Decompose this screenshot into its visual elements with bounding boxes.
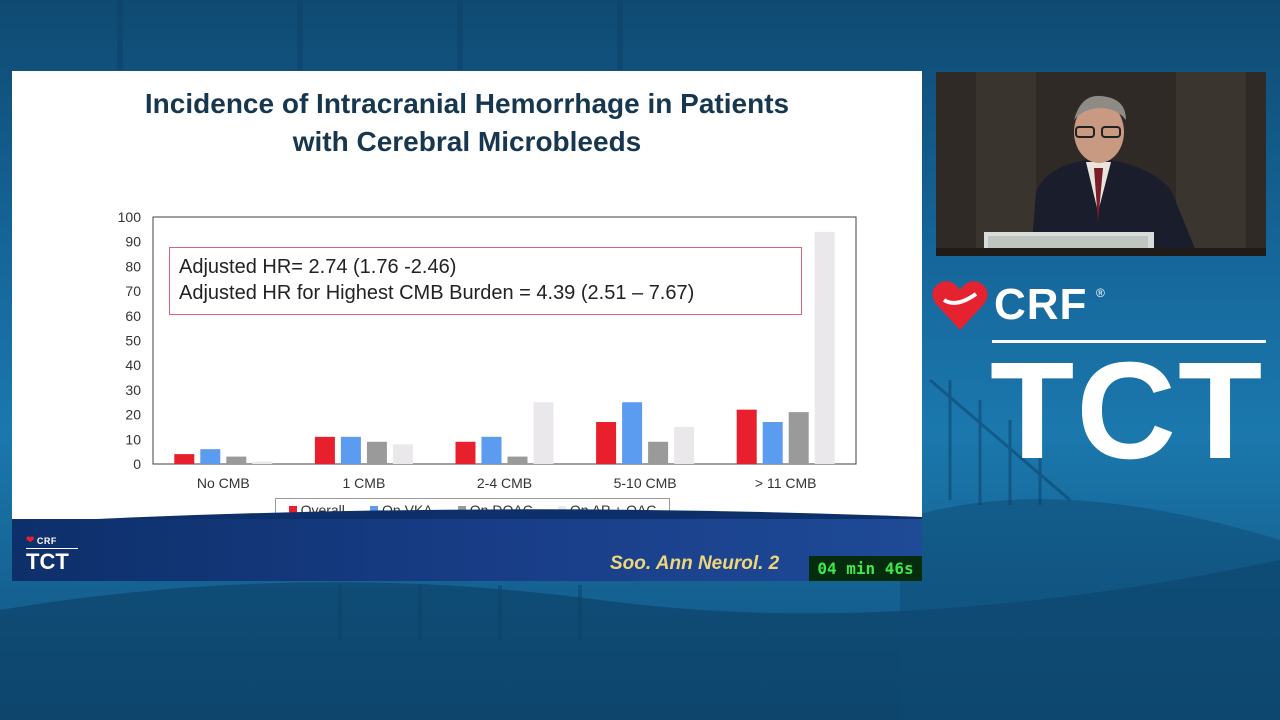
y-tick-label: 20	[125, 407, 141, 423]
hazard-ratio-line2: Adjusted HR for Highest CMB Burden = 4.3…	[179, 282, 695, 304]
footer-logo: ❤ CRF TCT	[26, 535, 78, 573]
bar	[596, 422, 617, 464]
y-tick-label: 30	[125, 382, 141, 398]
bar	[455, 441, 476, 464]
bar	[200, 449, 221, 464]
brand-crf-text: CRF	[994, 280, 1088, 329]
y-tick-label: 60	[125, 308, 141, 324]
bar	[392, 444, 413, 464]
bar	[366, 441, 387, 464]
heart-icon: ❤	[26, 535, 35, 546]
x-tick-label: 1 CMB	[343, 475, 386, 491]
bar	[226, 456, 247, 464]
x-tick-label: > 11 CMB	[755, 475, 817, 491]
brand-registered-mark: ®	[1096, 286, 1105, 300]
slide-footer-band	[12, 519, 922, 581]
y-tick-label: 0	[133, 456, 141, 472]
footer-logo-crf: CRF	[36, 535, 57, 546]
y-tick-label: 50	[125, 333, 141, 349]
bar	[788, 412, 809, 464]
bar	[314, 436, 335, 464]
legend-swatch	[288, 506, 297, 514]
y-tick-label: 40	[125, 357, 141, 373]
brand-tct-text: TCT	[990, 334, 1265, 488]
bar	[674, 426, 695, 464]
crf-tct-brand-logo: CRF ® TCT	[930, 276, 1270, 486]
bar	[622, 402, 643, 464]
slide-title-line2: with Cerebral Microbleeds	[292, 126, 642, 157]
bar	[481, 436, 502, 464]
bar	[174, 454, 195, 464]
bar-chart: 0 10 20 30 40 50 60 70 80 90 100 No CMB 1 CMB 2-4 CMB…	[118, 209, 857, 491]
speaker-figure	[936, 72, 1266, 256]
bar	[340, 436, 361, 464]
citation-text: Soo. Ann Neurol. 2	[610, 553, 780, 574]
bar	[736, 409, 757, 464]
bar	[507, 456, 528, 464]
slide-title-line1: Incidence of Intracranial Hemorrhage in …	[144, 88, 790, 119]
bar	[648, 441, 669, 464]
y-tick-label: 100	[118, 209, 142, 225]
legend-swatch	[370, 506, 379, 514]
speaker-video	[936, 72, 1266, 256]
plot-frame	[152, 216, 857, 465]
bar	[762, 422, 783, 464]
y-tick-label: 80	[125, 258, 141, 274]
timer-overlay: 04 min 46s	[809, 556, 922, 581]
x-tick-label: 2-4 CMB	[477, 475, 532, 491]
bar	[533, 402, 554, 464]
y-tick-label: 10	[125, 431, 141, 447]
hazard-ratio-line1: Adjusted HR= 2.74 (1.76 -2.46)	[179, 256, 457, 278]
slide-title: Incidence of Intracranial Hemorrhage in …	[12, 85, 922, 161]
presentation-slide: Incidence of Intracranial Hemorrhage in …	[12, 71, 922, 581]
heart-logo-icon	[932, 281, 988, 330]
footer-logo-tct: TCT	[26, 549, 69, 574]
bar	[814, 231, 835, 464]
y-tick-label: 70	[125, 283, 141, 299]
bar	[252, 461, 273, 464]
brand-divider	[992, 340, 1266, 343]
x-tick-label: 5-10 CMB	[614, 475, 677, 491]
y-tick-label: 90	[125, 234, 141, 250]
x-tick-label: No CMB	[197, 475, 250, 491]
hazard-ratio-box: Adjusted HR= 2.74 (1.76 -2.46) Adjusted …	[169, 247, 802, 315]
